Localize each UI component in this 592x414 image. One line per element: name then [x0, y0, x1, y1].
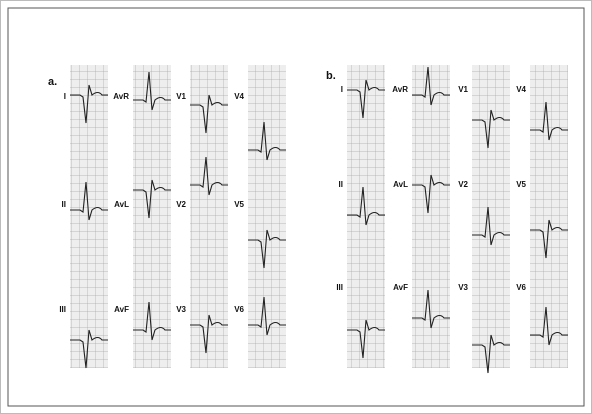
- lead-label: V3: [458, 283, 468, 292]
- ecg-strip: [133, 65, 171, 368]
- lead-label: V6: [234, 305, 244, 314]
- lead-label: V5: [516, 180, 526, 189]
- panel-label: b.: [326, 70, 336, 82]
- figure: a.IIIIIIAvRAvLAvFV1V2V3V4V5V6b.IIIIIIAvR…: [0, 0, 592, 414]
- lead-label: I: [341, 85, 343, 94]
- lead-label: V5: [234, 200, 244, 209]
- lead-label: AvF: [114, 305, 129, 314]
- lead-label: II: [339, 180, 343, 189]
- lead-label: AvL: [114, 200, 129, 209]
- lead-label: II: [62, 200, 66, 209]
- lead-label: AvR: [113, 92, 129, 101]
- ecg-strip: [190, 65, 228, 368]
- ecg-strip: [530, 65, 568, 368]
- lead-label: V2: [176, 200, 186, 209]
- lead-label: V1: [176, 92, 186, 101]
- lead-label: III: [59, 305, 66, 314]
- lead-label: V4: [516, 85, 526, 94]
- lead-label: AvL: [393, 180, 408, 189]
- lead-label: III: [336, 283, 343, 292]
- lead-label: V2: [458, 180, 468, 189]
- panel-label: a.: [48, 76, 57, 88]
- lead-label: V6: [516, 283, 526, 292]
- lead-label: V3: [176, 305, 186, 314]
- lead-label: AvR: [392, 85, 408, 94]
- lead-label: V1: [458, 85, 468, 94]
- lead-label: V4: [234, 92, 244, 101]
- lead-label: I: [64, 92, 66, 101]
- lead-label: AvF: [393, 283, 408, 292]
- ecg-strip: [248, 65, 286, 368]
